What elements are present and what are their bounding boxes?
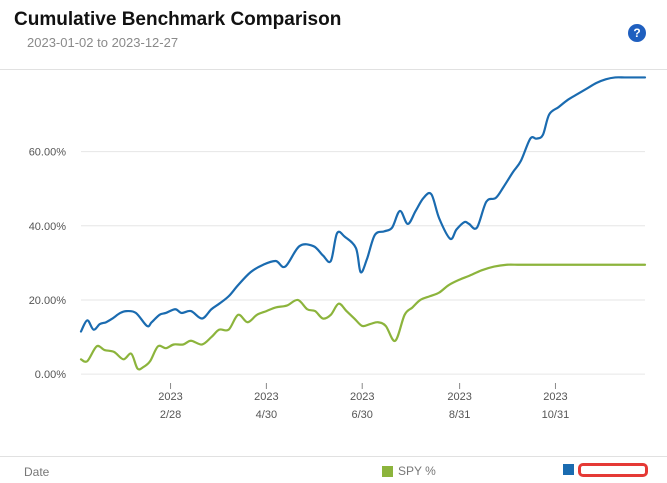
x-tick-labels: 2023 2/28 2023 4/30 2023 6/30 2023 8/31 2023 10/3… xyxy=(158,391,569,421)
x-tick-label-year: 2023 xyxy=(350,391,374,403)
y-tick-labels: 0.00% 20.00% 40.00% 60.00% xyxy=(29,147,67,382)
x-tick-label-year: 2023 xyxy=(254,391,278,403)
legend-label-spy: SPY % xyxy=(398,464,436,478)
x-tick-label-year: 2023 xyxy=(447,391,471,403)
y-tick-label: 0.00% xyxy=(35,369,66,381)
help-icon[interactable]: ? xyxy=(628,24,646,42)
legend-item-spy[interactable]: SPY % xyxy=(382,464,436,478)
x-tick-label-date: 8/31 xyxy=(449,409,470,421)
highlight-annotation xyxy=(578,463,648,477)
date-range: 2023-01-02 to 2023-12-27 xyxy=(27,35,179,50)
series-line-benchmark[interactable] xyxy=(79,76,647,333)
x-tick-label-date: 6/30 xyxy=(352,409,373,421)
series-lines xyxy=(79,76,647,371)
y-tick-label: 20.00% xyxy=(29,295,67,307)
header-divider xyxy=(0,69,667,70)
chart-area: 0.00% 20.00% 40.00% 60.00% 2023 2/28 2023 4/30… xyxy=(29,76,647,421)
x-tick-label-date: 10/31 xyxy=(542,409,570,421)
x-tick-label-date: 2/28 xyxy=(160,409,181,421)
footer-divider xyxy=(0,456,667,457)
chart-title: Cumulative Benchmark Comparison xyxy=(14,9,342,30)
series-line-spy[interactable] xyxy=(79,263,647,371)
grid-lines xyxy=(81,151,645,389)
y-tick-label: 40.00% xyxy=(29,221,67,233)
y-tick-label: 60.00% xyxy=(29,147,67,159)
legend-item-benchmark[interactable] xyxy=(563,464,579,475)
x-tick-label-date: 4/30 xyxy=(256,409,277,421)
legend-swatch-spy xyxy=(382,465,393,477)
x-tick-label-year: 2023 xyxy=(158,391,182,403)
footer-date-label: Date xyxy=(24,465,50,479)
x-tick-label-year: 2023 xyxy=(543,391,567,403)
legend-swatch-benchmark xyxy=(563,464,574,475)
